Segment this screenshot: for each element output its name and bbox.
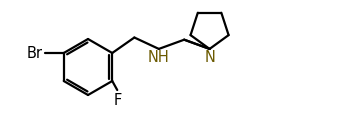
Text: F: F — [114, 93, 122, 108]
Text: Br: Br — [27, 46, 43, 60]
Text: N: N — [204, 50, 215, 65]
Text: NH: NH — [148, 50, 170, 65]
